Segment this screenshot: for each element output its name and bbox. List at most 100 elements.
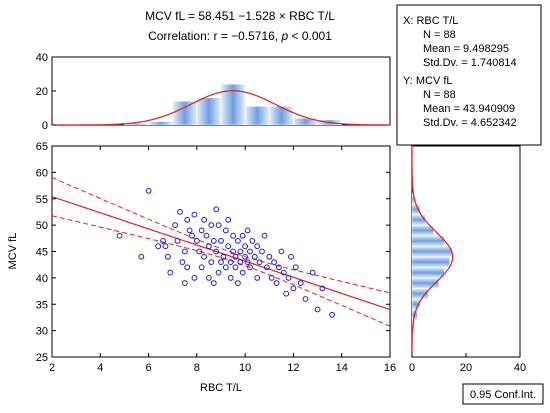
confidence-legend: 0.95 Conf.Int. [462,383,544,405]
y-tick-label: 40 [36,273,48,285]
x-histogram-bar [196,97,222,125]
scatter-point [239,269,246,276]
scatter-point [162,243,169,250]
stats-box: X: RBC T/L N = 88 Mean = 9.498295 Std.Dv. =… [396,4,542,146]
scatter-point [264,264,270,271]
scatter-point [167,269,174,276]
scatter-point [230,232,237,239]
y-tick-label: 45 [36,247,48,259]
y-tick-label: 30 [36,326,48,338]
stats-box-line: Std.Dv. = 1.740814 [423,57,517,69]
x-histogram-y-tick-label: 20 [36,86,48,98]
scatter-point [244,227,251,234]
y-histogram-bar [412,256,451,268]
scatter-point [181,280,188,287]
scatter-point [203,232,210,239]
scatter-point [222,264,229,271]
x-tick-label: 2 [49,362,55,374]
scatter-point [247,264,253,271]
x-histogram-y-tick-label: 40 [36,52,48,64]
scatter-point [261,232,268,239]
x-histogram-bar [148,121,174,125]
y-histogram-bars [412,193,453,331]
scatter-point [206,243,212,250]
scatter-point [184,264,191,271]
scatter-point [213,206,220,213]
x-histogram-y-axis: 0 20 40 [36,52,56,132]
scatter-point [280,269,287,276]
scatter-point [179,259,186,266]
scatter-point [222,227,229,234]
x-normal-curve [52,90,390,125]
y-histogram-x-tick-label: 20 [460,362,472,374]
scatter-point [256,259,263,266]
scatter-point [237,248,244,255]
scatter-point [215,269,222,276]
scatter-point [254,275,261,281]
stats-box-line: Mean = 9.498295 [423,43,509,55]
stats-box-line: Mean = 43.940909 [423,103,515,115]
scatter-point [225,243,232,250]
scatter-point [254,243,261,250]
scatter-point [276,264,282,271]
scatter-point [218,259,224,266]
scatter-point [145,187,152,194]
scatter-point [290,285,297,292]
scatter-point [155,243,162,250]
y-histogram-bar [412,267,445,279]
stats-box-line: N = 88 [423,29,456,41]
y-tick-label: 55 [36,194,48,206]
scatter-point [191,211,198,218]
scatter-point [273,280,280,287]
x-tick-label: 8 [194,362,200,374]
y-tick-label: 65 [36,141,48,153]
scatter-point [242,243,249,250]
scatter-point [237,259,244,266]
scatter-point [244,259,251,266]
scatter-point [247,248,253,255]
scatter-point [227,259,234,266]
scatter-point [206,275,212,281]
y-tick-label: 50 [36,220,48,232]
scatter-point [189,232,195,239]
y-normal-curve [412,146,454,357]
x-histogram-bar [172,100,198,125]
stats-box-frame [396,4,542,146]
y-histogram-panel: 0 20 40 [409,145,526,374]
scatter-point [181,248,188,255]
y-tick-label: 25 [36,352,48,364]
scatter-point [230,248,237,255]
scatter-point [186,227,193,234]
y-tick-label: 35 [36,299,48,311]
x-tick-label: 12 [287,362,299,374]
scatter-point [329,311,336,318]
y-axis-label: MCV fL [7,233,19,270]
scatter-point [208,259,215,266]
scatter-point [251,253,258,260]
scatter-point [177,209,183,215]
scatter-frame [51,145,391,358]
scatter-point [225,216,232,223]
correlation-prefix: Correlation: r = −0.5716, [148,29,281,43]
scatter-points [116,187,336,318]
scatter-point [198,227,205,234]
correlation-suffix: < 0.001 [288,29,332,43]
x-tick-label: 14 [336,362,348,374]
confidence-legend-label: 0.95 Conf.Int. [470,389,536,401]
scatter-point [288,253,294,260]
y-histogram-x-axis: 0 20 40 [409,353,526,374]
scatter-point [319,285,326,292]
scatter-point [232,264,239,271]
stats-box-line: X: RBC T/L [403,15,458,27]
scatter-point [191,275,198,281]
scatter-point [242,253,249,260]
y-histogram-x-tick-label: 40 [514,362,526,374]
y-histogram-bar [412,245,453,258]
scatter-point [201,253,208,260]
confidence-legend-frame [462,383,544,405]
stats-box-line: N = 88 [423,89,456,101]
scatter-point [198,264,205,271]
scatter-point [249,238,256,244]
